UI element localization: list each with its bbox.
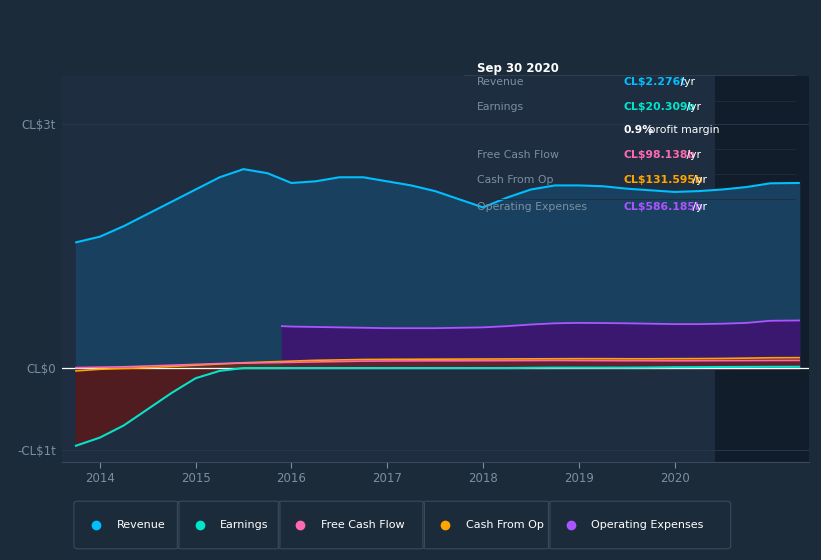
Text: Revenue: Revenue — [477, 77, 525, 87]
Text: Earnings: Earnings — [220, 520, 268, 530]
Text: Free Cash Flow: Free Cash Flow — [477, 150, 559, 160]
Text: CL$2.276t: CL$2.276t — [623, 77, 686, 87]
Text: CL$20.309b: CL$20.309b — [623, 102, 695, 113]
Text: Operating Expenses: Operating Expenses — [591, 520, 704, 530]
Text: CL$98.138b: CL$98.138b — [623, 150, 695, 160]
Text: Free Cash Flow: Free Cash Flow — [321, 520, 405, 530]
Text: Cash From Op: Cash From Op — [477, 175, 553, 185]
Text: profit margin: profit margin — [645, 125, 719, 135]
Text: Earnings: Earnings — [477, 102, 525, 113]
Text: Cash From Op: Cash From Op — [466, 520, 544, 530]
Text: Operating Expenses: Operating Expenses — [477, 202, 587, 212]
Text: CL$131.595b: CL$131.595b — [623, 175, 703, 185]
Text: 0.9%: 0.9% — [623, 125, 654, 135]
Text: /yr: /yr — [677, 77, 695, 87]
Text: /yr: /yr — [690, 175, 708, 185]
Text: /yr: /yr — [690, 202, 708, 212]
Text: CL$586.185b: CL$586.185b — [623, 202, 703, 212]
Text: Sep 30 2020: Sep 30 2020 — [477, 62, 559, 76]
Text: /yr: /yr — [683, 102, 701, 113]
Text: /yr: /yr — [683, 150, 701, 160]
Text: Revenue: Revenue — [117, 520, 165, 530]
Bar — [715, 76, 809, 462]
